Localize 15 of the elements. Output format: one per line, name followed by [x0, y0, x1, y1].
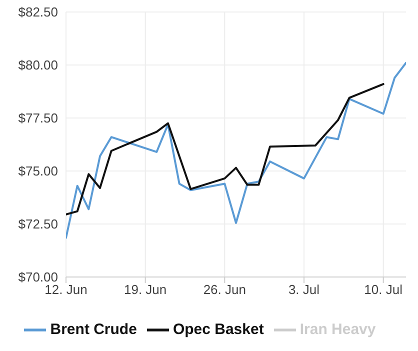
y-tick-label: $70.00: [18, 270, 58, 285]
x-tick-label: 19. Jun: [124, 282, 167, 298]
y-tick-label: $80.00: [18, 58, 58, 73]
y-tick-label: $75.00: [18, 164, 58, 179]
x-tick-label: 3. Jul: [288, 282, 320, 298]
x-tick-label: 12. Jun: [44, 282, 88, 298]
x-tick-label: 10. Jul: [364, 282, 403, 298]
y-tick-label: $77.50: [18, 110, 58, 126]
legend-label: Opec Basket: [172, 320, 264, 338]
legend-label: Brent Crude: [50, 320, 137, 338]
x-tick-label: 26. Jun: [203, 282, 246, 298]
y-tick-label: $72.50: [18, 216, 58, 232]
y-tick-label: $82.50: [18, 4, 58, 20]
line-series: [66, 62, 406, 239]
line-series: [66, 83, 384, 216]
